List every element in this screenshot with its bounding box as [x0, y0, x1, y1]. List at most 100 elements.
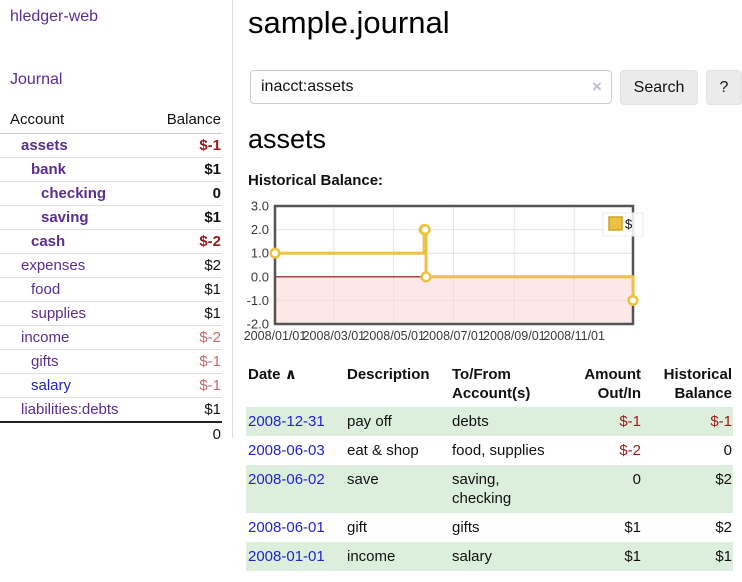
transaction-date-link[interactable]: 2008-06-01	[248, 519, 325, 536]
data-point-marker	[269, 247, 281, 259]
account-balance: $-2	[143, 325, 222, 350]
transaction-row: 2008-01-01 income salary $1 $1	[246, 542, 733, 571]
transaction-date-link[interactable]: 2008-01-01	[248, 548, 325, 565]
account-row: salary $-1	[0, 373, 222, 398]
account-row: liabilities:debts $1	[0, 397, 222, 423]
account-link-gifts[interactable]: gifts	[31, 353, 59, 370]
account-row: saving $1	[0, 205, 222, 230]
y-tick-label: 0.0	[251, 269, 269, 284]
account-balance: $1	[143, 205, 222, 230]
search-input[interactable]	[250, 70, 612, 104]
account-link-liabilities-debts[interactable]: liabilities:debts	[21, 401, 119, 418]
transaction-description: pay off	[345, 407, 450, 436]
legend-label: $	[625, 217, 633, 232]
account-link-food[interactable]: food	[31, 281, 61, 298]
transaction-date-cell: 2008-12-31	[246, 407, 345, 436]
accounts-total-value: 0	[143, 421, 222, 446]
account-heading: assets	[248, 124, 327, 154]
x-tick-label: 2008/05/01	[362, 329, 425, 343]
accounts-header-account: Account	[0, 108, 144, 134]
page-title: sample.journal	[248, 5, 450, 40]
sidebar-divider	[232, 0, 233, 438]
account-row: supplies $1	[0, 301, 222, 326]
transaction-amount: 0	[570, 465, 642, 513]
transaction-date-link[interactable]: 2008-06-02	[248, 471, 325, 488]
account-balance: $-1	[143, 349, 222, 374]
x-tick-label: 2008/11/01	[543, 329, 605, 343]
account-row: expenses $2	[0, 253, 222, 278]
transaction-description: gift	[347, 519, 368, 536]
column-header-amount: Amount Out/In	[584, 366, 641, 402]
transaction-date-cell: 2008-01-01	[246, 542, 345, 571]
search-form: × Search ?	[250, 70, 742, 105]
transaction-balance: 0	[723, 442, 732, 459]
transaction-amount: $-2	[619, 442, 641, 459]
y-tick-label: -2.0	[247, 317, 269, 332]
chart-title: Historical Balance:	[248, 172, 384, 189]
account-link-expenses[interactable]: expenses	[21, 257, 86, 274]
sidebar-item-journal[interactable]: Journal	[10, 71, 63, 88]
clear-search-icon[interactable]: ×	[592, 77, 602, 96]
account-row: checking 0	[0, 181, 222, 206]
account-row: gifts $-1	[0, 349, 222, 374]
search-button[interactable]: Search	[620, 70, 698, 105]
transaction-amount: $1	[570, 542, 642, 571]
transaction-row: 2008-06-02 save saving, checking 0 $2	[246, 465, 733, 513]
transaction-amount: $1	[624, 519, 641, 536]
sort-ascending-icon: ∧	[284, 366, 297, 383]
column-header-balance: Historical Balance	[663, 366, 732, 402]
account-row: bank $1	[0, 157, 222, 182]
y-tick-label: 1.0	[251, 246, 269, 261]
account-row: income $-2	[0, 325, 222, 350]
account-link-cash[interactable]: cash	[31, 233, 66, 250]
transaction-row: 2008-12-31 pay off debts $-1 $-1	[246, 407, 733, 436]
transaction-date-link[interactable]: 2008-12-31	[248, 413, 325, 430]
account-link-assets[interactable]: assets	[21, 137, 68, 154]
account-balance: $-2	[143, 229, 222, 254]
account-balance: $-1	[143, 373, 222, 398]
column-header-date[interactable]: Date ∧	[248, 366, 297, 383]
data-point-marker	[420, 271, 432, 283]
app-title-link[interactable]: hledger-web	[10, 8, 99, 25]
plot-border	[273, 204, 635, 326]
transaction-description: eat & shop	[347, 442, 419, 459]
accounts-table: Account Balance assets $-1 bank $1 checking 0…	[0, 108, 222, 446]
main-content: sample.journal × Search ? assets Histori…	[244, 0, 742, 582]
chart-container: 3.0 2.0 1.0 0.0 -1.0 -2.0 2008/01/01 2008/03/01…	[240, 198, 644, 348]
transaction-balance: $2	[642, 465, 733, 513]
account-link-checking[interactable]: checking	[41, 185, 107, 202]
account-balance: $1	[143, 397, 222, 423]
data-point-marker	[419, 224, 431, 236]
x-tick-label: 2008/09/01	[483, 329, 546, 343]
transaction-accounts: food, supplies	[452, 442, 545, 459]
account-link-salary[interactable]: salary	[31, 377, 72, 394]
account-balance: $1	[143, 277, 222, 302]
transaction-row: 2008-06-03 eat & shop food, supplies $-2 0	[246, 436, 733, 465]
accounts-table-body: assets $-1 bank $1 checking 0 saving $1 cash $-2 e…	[0, 133, 222, 423]
accounts-header-balance: Balance	[143, 108, 222, 134]
y-tick-label: -1.0	[247, 293, 269, 308]
account-link-bank[interactable]: bank	[31, 161, 67, 178]
transaction-accounts: salary	[450, 542, 570, 571]
account-row: assets $-1	[0, 133, 222, 158]
transaction-date-cell: 2008-06-02	[246, 465, 345, 513]
transaction-row: 2008-06-01 gift gifts $1 $2	[246, 513, 733, 542]
negative-region	[275, 276, 633, 324]
account-link-supplies[interactable]: supplies	[31, 305, 87, 322]
transaction-accounts: gifts	[452, 519, 480, 536]
transaction-balance: $-1	[642, 407, 733, 436]
y-tick-label: 3.0	[251, 199, 269, 214]
help-button[interactable]: ?	[706, 70, 742, 105]
account-row: cash $-2	[0, 229, 222, 254]
account-link-saving[interactable]: saving	[41, 209, 89, 226]
account-balance: 0	[143, 181, 222, 206]
account-link-income[interactable]: income	[21, 329, 70, 346]
transaction-description: income	[345, 542, 450, 571]
transaction-amount: $-1	[570, 407, 642, 436]
transaction-date-link[interactable]: 2008-06-03	[248, 442, 325, 459]
historical-balance-chart: 3.0 2.0 1.0 0.0 -1.0 -2.02008/01/012008/03/01…	[244, 199, 644, 343]
data-point-marker	[627, 294, 639, 306]
x-tick-label: 2008/03/01	[303, 329, 366, 343]
transactions-table-body: 2008-12-31 pay off debts $-1 $-1 2008-06-03 ea…	[246, 407, 733, 571]
transactions-table: Date ∧ Description To/From Account(s) Am…	[246, 363, 733, 571]
